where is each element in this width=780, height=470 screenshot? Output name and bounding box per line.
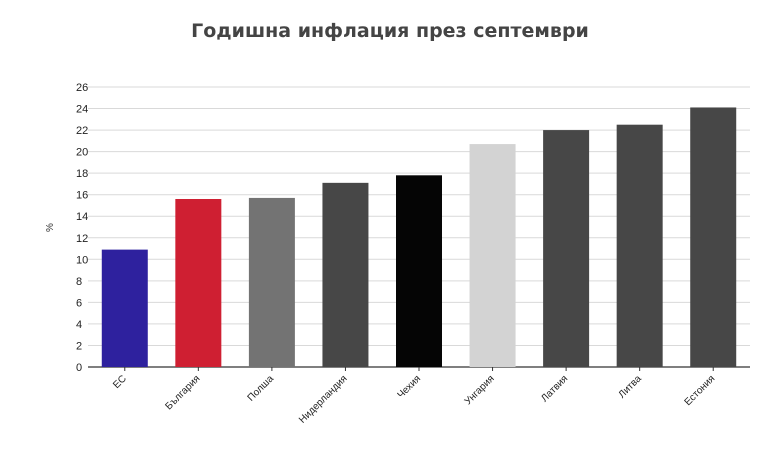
y-tick-label: 10 bbox=[76, 254, 88, 266]
y-tick-label: 4 bbox=[76, 319, 82, 331]
y-tick-label: 26 bbox=[76, 82, 88, 94]
bar bbox=[469, 144, 516, 367]
y-tick-label: 20 bbox=[76, 147, 88, 159]
bar bbox=[248, 197, 295, 367]
x-tick-label: Естония bbox=[683, 373, 718, 408]
x-tick-label: ЕС bbox=[111, 373, 129, 391]
x-tick-label: Полша bbox=[246, 373, 277, 404]
x-tick-label: България bbox=[163, 373, 202, 412]
x-tick-label: Нидерландия bbox=[297, 373, 349, 425]
bar bbox=[175, 199, 222, 367]
y-tick-label: 2 bbox=[76, 340, 82, 352]
y-tick-label: 6 bbox=[76, 297, 82, 309]
bar bbox=[690, 107, 737, 367]
y-tick-label: 22 bbox=[76, 125, 88, 137]
x-tick-label: Чехия bbox=[396, 373, 424, 401]
bar bbox=[543, 130, 590, 367]
bar bbox=[616, 124, 663, 367]
x-tick-label: Латвия bbox=[539, 373, 570, 404]
y-tick-label: 14 bbox=[76, 211, 88, 223]
y-tick-label: 16 bbox=[76, 190, 88, 202]
y-tick-label: 8 bbox=[76, 276, 82, 288]
y-tick-label: 0 bbox=[76, 362, 82, 374]
y-tick-label: 24 bbox=[76, 104, 88, 116]
bar bbox=[101, 249, 148, 367]
x-tick-label: Литва bbox=[617, 373, 645, 401]
bar bbox=[396, 175, 442, 367]
chart-title: Годишна инфлация през септември bbox=[191, 20, 589, 42]
y-tick-label: 18 bbox=[76, 168, 88, 180]
x-tick-label: Унгария bbox=[463, 373, 497, 407]
bar bbox=[322, 182, 369, 367]
y-tick-label: 12 bbox=[76, 233, 88, 245]
